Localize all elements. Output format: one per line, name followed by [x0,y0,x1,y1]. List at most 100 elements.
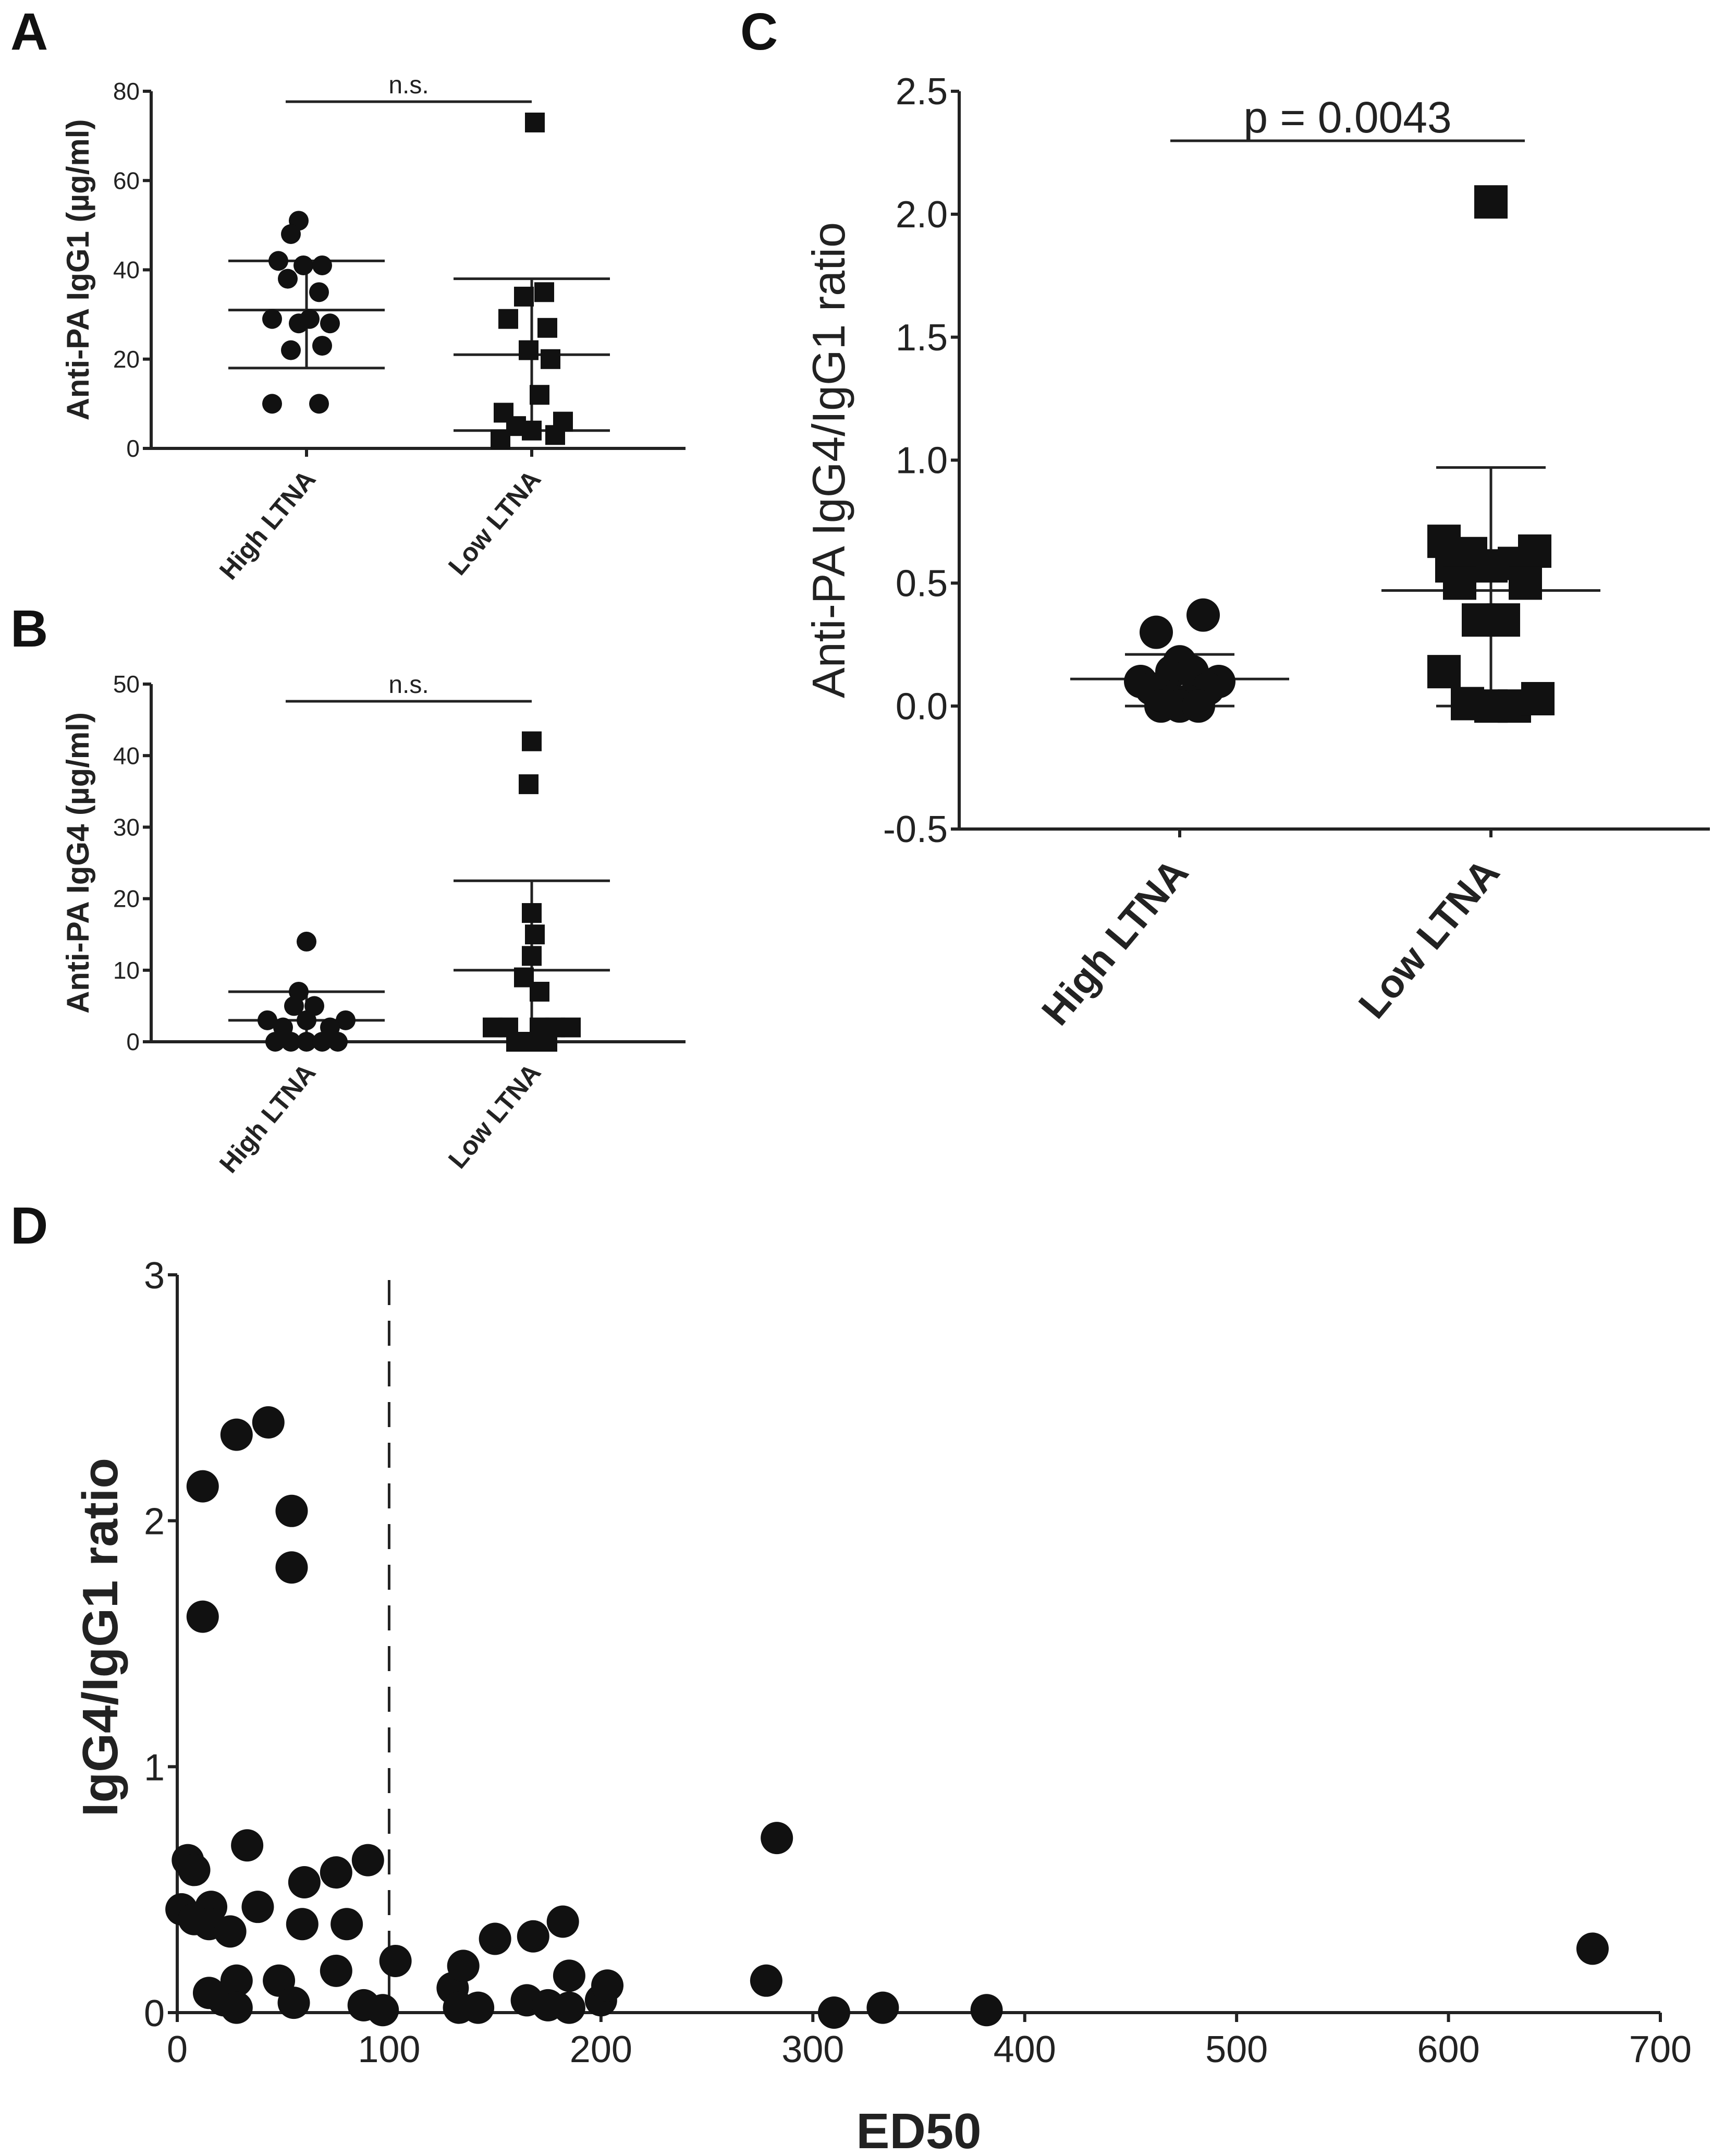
data-point [379,1944,412,1977]
x-category-label: High LTNA [1033,850,1197,1033]
x-axis-label: ED50 [856,2103,981,2156]
y-tick-label: 0.5 [896,563,948,605]
data-point [1140,615,1173,649]
y-tick-label: 0 [126,1028,140,1055]
data-point [537,1032,557,1052]
data-point [297,1032,316,1052]
data-point [1487,603,1520,637]
y-axis-label: Anti-PA IgG4/IgG1 ratio [803,222,854,698]
data-point [1521,682,1555,716]
panel-c: C -0.5 0.0 0.5 1.0 1.5 2.0 2.5 Anti-PA IgG4/IgG1… [740,3,1710,1033]
data-point [220,1991,253,2024]
data-point [309,394,329,414]
y-tick-label: 1.0 [896,440,948,482]
data-point [275,1551,308,1584]
data-point [591,1969,624,2002]
y-tick-label: 10 [113,957,140,984]
panel-a: A 0 20 40 60 80 Anti-PA IgG1 (µg/ml) High LTNA L… [10,3,686,585]
data-point [530,385,549,405]
y-tick-label: 0 [126,435,140,462]
y-tick-label: 20 [113,885,140,912]
data-point [220,1418,253,1451]
data-point [258,1010,277,1030]
data-point [553,1991,585,2024]
data-point [462,1991,495,2024]
y-tick-label: 0 [144,1993,165,2035]
panel-label-b: B [10,600,48,658]
y-tick-label: 2.0 [896,194,948,236]
data-point [320,313,340,334]
data-point [519,774,539,795]
panel-b: B 0 10 20 30 40 50 Anti-PA IgG4 (µg/ml) High LTN… [10,600,686,1178]
data-point [288,1866,321,1899]
y-axis-label: IgG4/IgG1 ratio [72,1458,128,1817]
data-point [300,309,320,329]
data-point [281,1032,301,1052]
data-point [761,1822,793,1855]
y-tick-label: 1.5 [896,317,948,359]
data-point [178,1854,211,1886]
data-point [351,1844,384,1877]
y-tick-label: -0.5 [883,809,948,850]
x-tick-label: 600 [1417,2029,1480,2070]
data-point [561,1017,581,1038]
data-point [186,1600,219,1633]
data-point [553,1959,585,1992]
y-tick-label: 40 [113,257,140,284]
data-point [281,224,301,244]
data-point [522,903,542,923]
data-point [268,251,288,271]
x-category-label: High LTNA [214,1058,322,1178]
data-point [534,282,554,302]
x-category-label: Low LTNA [443,465,546,581]
data-point [514,286,534,307]
y-tick-label: 3 [144,1255,165,1297]
data-point [1182,689,1215,723]
data-point [498,309,518,329]
data-point [262,309,282,329]
data-point [286,1908,319,1941]
x-tick-label: 400 [994,2029,1056,2070]
data-point [970,1994,1003,2027]
significance-annotation: n.s. [388,671,429,699]
data-point [312,255,332,275]
x-tick-label: 100 [358,2029,420,2070]
data-point [1144,689,1178,723]
data-point [265,1032,285,1052]
data-point [750,1964,782,1997]
data-point [1186,598,1220,632]
data-point [479,1922,511,1955]
y-tick-label: 1 [144,1747,165,1788]
x-tick-label: 700 [1629,2029,1692,2070]
significance-annotation: n.s. [388,71,429,99]
x-category-label: Low LTNA [1350,850,1508,1027]
data-point [312,336,332,356]
data-point [447,1950,480,1982]
data-point [1474,185,1508,219]
y-tick-label: 60 [113,167,140,194]
data-point [297,931,316,952]
data-point [281,340,301,360]
panel-label-d: D [10,1197,48,1255]
data-point [320,1954,352,1987]
y-tick-label: 50 [113,671,140,698]
x-tick-label: 200 [570,2029,632,2070]
data-point [1509,566,1542,600]
data-point [231,1829,264,1862]
panel-d: D 0 1 2 3 0 100 200 300 400 500 600 700 ED50 IgG4/IgG1… [10,1197,1692,2156]
x-tick-label: 0 [167,2029,188,2070]
data-point [309,282,329,302]
data-point [278,269,298,289]
y-axis-label: Anti-PA IgG1 (µg/ml) [60,119,95,421]
y-tick-label: 20 [113,346,140,373]
data-point [517,1920,549,1953]
data-point [525,924,545,945]
data-point [1518,534,1551,568]
y-tick-label: 80 [113,78,140,105]
y-tick-label: 40 [113,742,140,769]
data-point [220,1964,253,1997]
data-point [214,1915,247,1948]
data-point [284,996,304,1016]
y-tick-label: 0.0 [896,686,948,727]
